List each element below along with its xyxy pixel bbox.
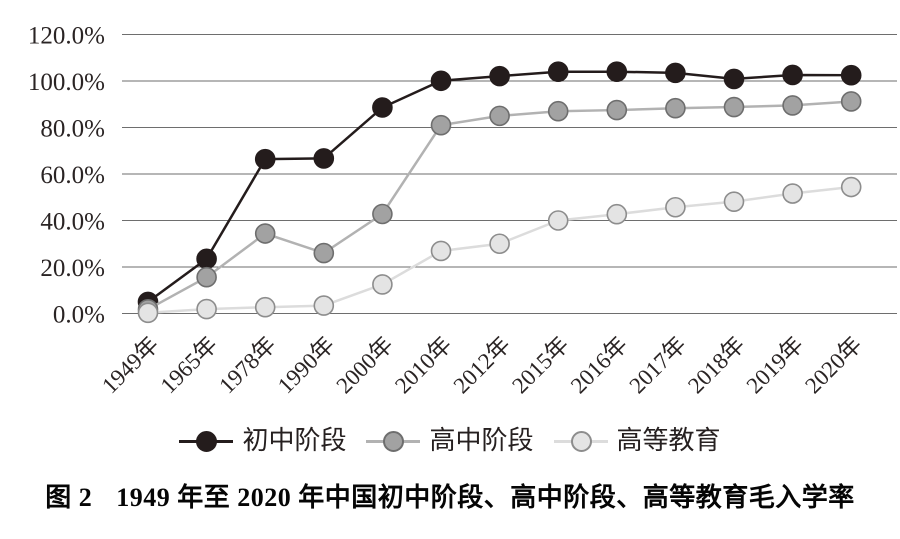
x-tick-label: 1990年 bbox=[273, 332, 339, 398]
y-tick-label: 40.0% bbox=[40, 209, 105, 236]
legend-item-senior-secondary: 高中阶段 bbox=[366, 426, 534, 455]
legend-label-senior-secondary: 高中阶段 bbox=[429, 426, 534, 455]
senior-secondary-marker bbox=[840, 91, 862, 112]
higher-education-legend-marker-icon bbox=[553, 430, 608, 452]
senior-secondary-marker bbox=[665, 97, 686, 119]
enrollment-line-chart: 0.0% 20.0% 40.0% 60.0% 80.0% 100.0% 120.0% 1949… bbox=[28, 23, 897, 398]
higher-education-marker bbox=[606, 203, 628, 225]
higher-education-marker bbox=[372, 274, 393, 295]
higher-education-marker bbox=[665, 196, 686, 218]
y-tick-label: 20.0% bbox=[40, 255, 105, 282]
figure-number: 图 2 bbox=[45, 483, 93, 512]
series-line-senior-secondary bbox=[147, 100, 852, 311]
x-tick-label: 1965年 bbox=[156, 332, 222, 398]
x-tick-label: 1949年 bbox=[97, 332, 163, 398]
x-tick-label: 2012年 bbox=[449, 332, 515, 398]
higher-education-marker bbox=[547, 210, 569, 231]
x-tick-label: 2018年 bbox=[683, 332, 749, 398]
legend-item-junior-secondary: 初中阶段 bbox=[179, 428, 346, 454]
senior-secondary-marker bbox=[606, 99, 628, 121]
legend-dot-icon bbox=[383, 430, 405, 452]
higher-education-marker bbox=[254, 296, 276, 318]
x-tick-label: 2016年 bbox=[566, 332, 632, 398]
junior-secondary-marker bbox=[606, 61, 628, 82]
senior-secondary-marker bbox=[372, 203, 393, 225]
senior-secondary-marker bbox=[196, 266, 217, 288]
x-tick-label: 2020年 bbox=[800, 332, 866, 398]
x-tick-label: 2000年 bbox=[331, 332, 397, 398]
junior-secondary-marker bbox=[840, 64, 862, 86]
junior-secondary-marker bbox=[489, 65, 510, 87]
junior-secondary-marker bbox=[313, 148, 335, 169]
higher-education-marker bbox=[489, 233, 510, 255]
junior-secondary-marker bbox=[254, 148, 276, 170]
junior-secondary-marker bbox=[723, 68, 745, 90]
junior-secondary-marker bbox=[782, 64, 803, 86]
junior-secondary-legend-marker-icon bbox=[179, 430, 234, 452]
x-tick-label: 2019年 bbox=[742, 332, 808, 398]
senior-secondary-marker bbox=[254, 223, 276, 244]
chart-legend: 初中阶段 高中阶段 高等教育 bbox=[0, 428, 900, 454]
legend-dot-icon bbox=[570, 430, 592, 452]
junior-secondary-marker bbox=[430, 70, 452, 92]
y-tick-label: 120.0% bbox=[28, 23, 105, 50]
junior-secondary-marker bbox=[196, 248, 217, 270]
figure-caption: 图 2 1949 年至 2020 年中国初中阶段、高中阶段、高等教育毛入学率 bbox=[0, 481, 900, 515]
junior-secondary-marker bbox=[372, 97, 393, 118]
junior-secondary-marker bbox=[665, 62, 686, 84]
legend-label-higher-education: 高等教育 bbox=[616, 426, 721, 455]
y-tick-label: 60.0% bbox=[40, 162, 105, 189]
x-tick-label: 2017年 bbox=[624, 332, 690, 398]
y-tick-label: 0.0% bbox=[53, 302, 105, 329]
higher-education-marker bbox=[430, 240, 452, 262]
y-tick-label: 80.0% bbox=[40, 116, 105, 143]
x-tick-label: 2010年 bbox=[390, 332, 456, 398]
higher-education-marker bbox=[137, 302, 159, 324]
higher-education-marker bbox=[196, 298, 217, 320]
senior-secondary-marker bbox=[313, 242, 335, 264]
senior-secondary-legend-marker-icon bbox=[366, 430, 421, 452]
senior-secondary-marker bbox=[723, 96, 745, 118]
higher-education-marker bbox=[313, 295, 335, 316]
senior-secondary-marker bbox=[430, 114, 452, 136]
legend-label-junior-secondary: 初中阶段 bbox=[242, 426, 347, 455]
senior-secondary-marker bbox=[782, 95, 803, 116]
legend-dot-icon bbox=[196, 430, 218, 452]
higher-education-marker bbox=[782, 183, 803, 204]
junior-secondary-marker bbox=[547, 61, 569, 82]
legend-item-higher-education: 高等教育 bbox=[553, 426, 721, 455]
higher-education-marker bbox=[840, 176, 862, 198]
higher-education-marker bbox=[723, 191, 745, 212]
x-tick-label: 1978年 bbox=[214, 332, 280, 398]
senior-secondary-marker bbox=[489, 105, 510, 127]
senior-secondary-marker bbox=[547, 100, 569, 122]
x-tick-label: 2015年 bbox=[507, 332, 573, 398]
figure-caption-text: 1949 年至 2020 年中国初中阶段、高中阶段、高等教育毛入学率 bbox=[116, 483, 855, 512]
y-tick-label: 100.0% bbox=[28, 69, 105, 96]
